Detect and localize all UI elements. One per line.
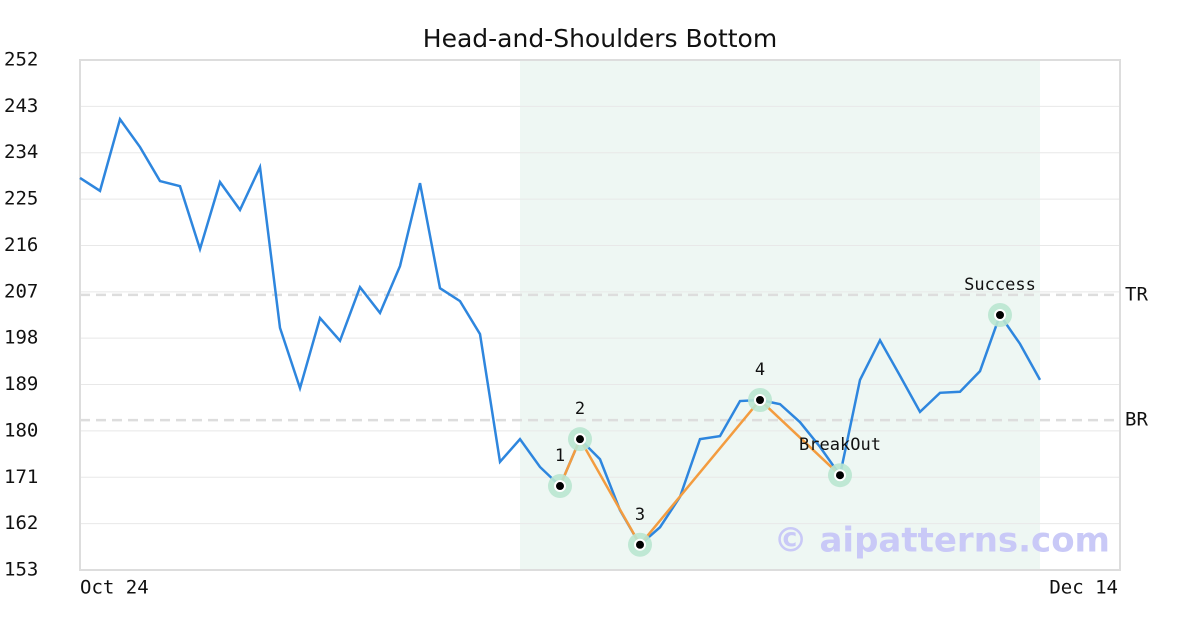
x-tick-label: Oct 24 xyxy=(80,577,149,599)
highlight-region xyxy=(520,60,1040,570)
pattern-point xyxy=(574,433,586,446)
y-tick-label: 162 xyxy=(4,512,38,534)
y-tick-label: 252 xyxy=(4,49,38,71)
pattern-label: 3 xyxy=(635,505,645,525)
y-tick-label: 153 xyxy=(4,559,38,581)
pattern-label: BreakOut xyxy=(799,435,881,455)
y-tick-label: 216 xyxy=(4,234,38,256)
pattern-label: Success xyxy=(964,275,1036,295)
pattern-label: 1 xyxy=(555,446,565,466)
plot-frame xyxy=(79,59,1121,571)
y-tick-label: 198 xyxy=(4,327,38,349)
y-tick-label: 225 xyxy=(4,188,38,210)
pattern-point xyxy=(834,469,846,482)
pattern-point xyxy=(634,538,646,551)
pattern-label: 2 xyxy=(575,399,585,419)
chart-title: Head-and-Shoulders Bottom xyxy=(423,24,777,53)
y-tick-label: 189 xyxy=(4,373,38,395)
x-tick-label: Dec 14 xyxy=(1049,577,1118,599)
pattern-point xyxy=(554,480,566,493)
watermark: © aipatterns.com xyxy=(774,521,1110,561)
y-tick-label: 243 xyxy=(4,95,38,117)
pattern-point xyxy=(994,309,1006,321)
level-label: BR xyxy=(1125,409,1148,431)
y-tick-label: 234 xyxy=(4,141,38,163)
pattern-label: 4 xyxy=(755,360,765,380)
y-tick-label: 171 xyxy=(4,466,38,488)
y-tick-label: 180 xyxy=(4,419,38,441)
y-tick-label: 207 xyxy=(4,280,38,302)
level-label: TR xyxy=(1125,283,1148,305)
pattern-point xyxy=(754,394,766,406)
